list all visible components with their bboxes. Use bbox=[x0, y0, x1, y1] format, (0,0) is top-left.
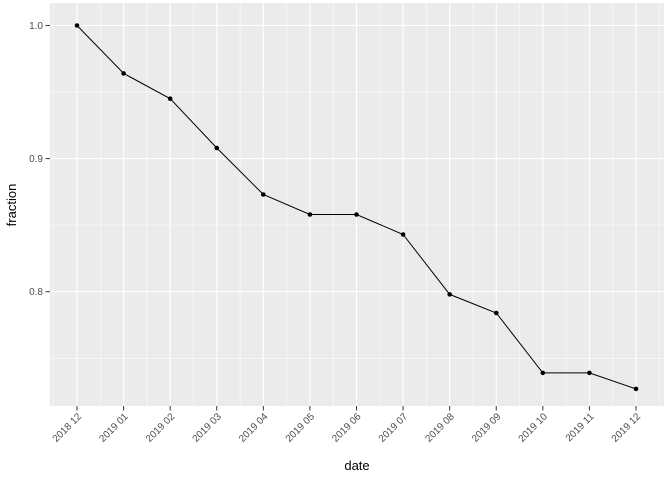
x-tick-label: 2019 05 bbox=[284, 411, 318, 445]
data-point bbox=[494, 310, 499, 316]
y-tick-label: 1.0 bbox=[29, 21, 43, 32]
data-point bbox=[633, 386, 639, 392]
x-tick-label: 2019 10 bbox=[517, 411, 551, 445]
x-tick-label: 2019 02 bbox=[144, 411, 178, 445]
y-tick-label: 0.9 bbox=[29, 154, 43, 165]
x-tick-label: 2019 01 bbox=[97, 411, 131, 445]
x-tick-label: 2019 11 bbox=[564, 411, 597, 444]
data-point bbox=[354, 212, 359, 217]
x-tick-label: 2019 12 bbox=[610, 411, 644, 445]
data-point bbox=[74, 23, 80, 28]
x-tick-label: 2019 04 bbox=[237, 411, 271, 445]
data-point bbox=[307, 212, 313, 217]
data-point bbox=[587, 370, 592, 376]
chart-plot-area-layers: 1.0 0.9 0.8 2018 12 2019 01 2019 02 2019 03 201… bbox=[29, 3, 664, 445]
x-tick-label: 2019 06 bbox=[330, 411, 364, 445]
data-point bbox=[214, 145, 220, 151]
x-tick-label: 2019 08 bbox=[423, 411, 457, 445]
data-point bbox=[540, 370, 546, 376]
data-point bbox=[167, 96, 173, 101]
data-point bbox=[121, 71, 126, 76]
x-tick-label: 2019 07 bbox=[377, 411, 411, 445]
x-tick-label: 2019 03 bbox=[191, 411, 225, 445]
x-tick-label: 2018 12 bbox=[51, 411, 85, 445]
x-axis-title: date bbox=[344, 458, 369, 473]
x-tick-label: 2019 09 bbox=[470, 411, 504, 445]
y-tick-label: 0.8 bbox=[29, 287, 43, 298]
data-point bbox=[261, 192, 266, 197]
y-axis-title: fraction bbox=[4, 184, 19, 227]
data-point bbox=[400, 232, 406, 237]
data-point bbox=[447, 292, 453, 297]
